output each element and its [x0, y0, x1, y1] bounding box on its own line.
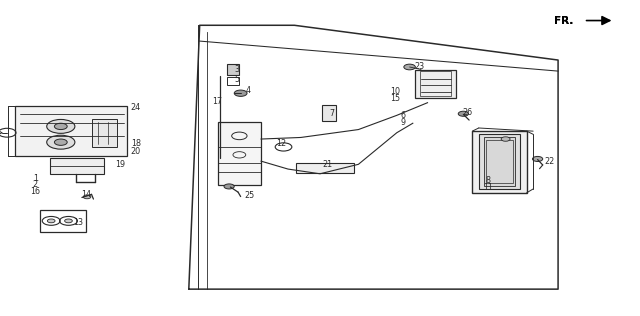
Text: FR.: FR.	[554, 15, 573, 26]
Bar	[227, 64, 239, 75]
Text: 14: 14	[81, 190, 92, 199]
Bar	[40, 210, 86, 232]
Bar	[420, 71, 451, 96]
Bar	[15, 106, 127, 156]
Text: 23: 23	[414, 62, 424, 71]
Circle shape	[47, 219, 55, 223]
Bar	[415, 70, 456, 98]
Text: 15: 15	[390, 94, 400, 103]
Text: 22: 22	[544, 157, 554, 166]
Text: 21: 21	[323, 160, 333, 169]
Text: 26: 26	[462, 108, 472, 117]
Circle shape	[54, 139, 67, 145]
Text: 20: 20	[131, 147, 141, 155]
Bar	[484, 137, 515, 186]
Circle shape	[54, 123, 67, 130]
Bar	[322, 105, 336, 121]
Text: 25: 25	[244, 191, 255, 200]
Text: 13: 13	[73, 218, 83, 227]
Bar	[218, 122, 261, 185]
Text: 17: 17	[212, 97, 223, 106]
Text: 11: 11	[483, 183, 493, 191]
Bar	[479, 134, 520, 189]
Text: 7: 7	[329, 109, 334, 118]
Text: 6: 6	[401, 111, 406, 120]
Text: 12: 12	[276, 139, 287, 148]
Bar	[92, 118, 117, 147]
Text: 3: 3	[234, 65, 239, 74]
Text: 24: 24	[131, 103, 141, 112]
Text: 2: 2	[33, 180, 38, 189]
Text: 5: 5	[234, 75, 239, 83]
Circle shape	[532, 156, 543, 161]
Text: 1: 1	[33, 174, 38, 183]
Bar	[50, 158, 104, 174]
Text: 16: 16	[30, 187, 40, 196]
Circle shape	[501, 137, 510, 141]
Circle shape	[404, 64, 415, 70]
Text: 18: 18	[131, 139, 141, 148]
Circle shape	[234, 90, 247, 96]
Circle shape	[224, 184, 234, 189]
Text: 8: 8	[485, 176, 490, 185]
Circle shape	[47, 119, 75, 133]
Circle shape	[83, 195, 91, 199]
Bar	[472, 131, 527, 193]
Circle shape	[65, 219, 72, 223]
Bar	[296, 163, 354, 173]
Text: FR.: FR.	[554, 15, 573, 26]
Bar	[486, 140, 513, 183]
Bar	[227, 77, 239, 85]
Circle shape	[458, 111, 468, 116]
Text: 10: 10	[390, 87, 400, 96]
Text: 9: 9	[401, 118, 406, 127]
Text: 4: 4	[245, 86, 250, 94]
Circle shape	[47, 135, 75, 149]
Text: 19: 19	[115, 160, 125, 169]
